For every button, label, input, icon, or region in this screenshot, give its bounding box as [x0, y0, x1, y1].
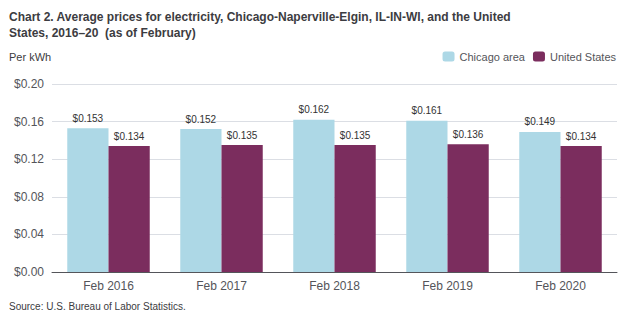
- svg-text:States, 2016–20 (as of Februa: States, 2016–20 (as of February): [9, 26, 196, 40]
- svg-text:$0.134: $0.134: [114, 131, 145, 142]
- svg-text:$0.135: $0.135: [340, 130, 371, 141]
- svg-text:$0.16: $0.16: [14, 115, 44, 129]
- svg-text:Chart 2. Average prices for el: Chart 2. Average prices for electricity,…: [9, 10, 511, 24]
- svg-text:Per kWh: Per kWh: [9, 51, 51, 63]
- svg-text:Chicago area: Chicago area: [460, 51, 526, 63]
- svg-text:Feb 2019: Feb 2019: [422, 279, 473, 293]
- svg-text:$0.161: $0.161: [412, 105, 443, 116]
- svg-text:$0.152: $0.152: [186, 114, 217, 125]
- svg-text:$0.00: $0.00: [14, 265, 44, 279]
- svg-text:$0.134: $0.134: [566, 131, 597, 142]
- svg-text:Feb 2020: Feb 2020: [535, 279, 586, 293]
- svg-text:$0.20: $0.20: [14, 77, 44, 91]
- svg-text:United States: United States: [550, 51, 617, 63]
- svg-text:Feb 2016: Feb 2016: [83, 279, 134, 293]
- svg-text:$0.136: $0.136: [453, 129, 484, 140]
- svg-text:Feb 2018: Feb 2018: [309, 279, 360, 293]
- svg-text:Source: U.S. Bureau of Labor S: Source: U.S. Bureau of Labor Statistics.: [9, 301, 186, 312]
- svg-text:$0.08: $0.08: [14, 190, 44, 204]
- svg-text:$0.162: $0.162: [299, 104, 330, 115]
- svg-text:$0.04: $0.04: [14, 227, 44, 241]
- svg-text:$0.149: $0.149: [525, 116, 556, 127]
- svg-text:$0.12: $0.12: [14, 152, 44, 166]
- svg-text:Feb 2017: Feb 2017: [196, 279, 247, 293]
- svg-text:$0.153: $0.153: [73, 113, 104, 124]
- svg-text:$0.135: $0.135: [227, 130, 258, 141]
